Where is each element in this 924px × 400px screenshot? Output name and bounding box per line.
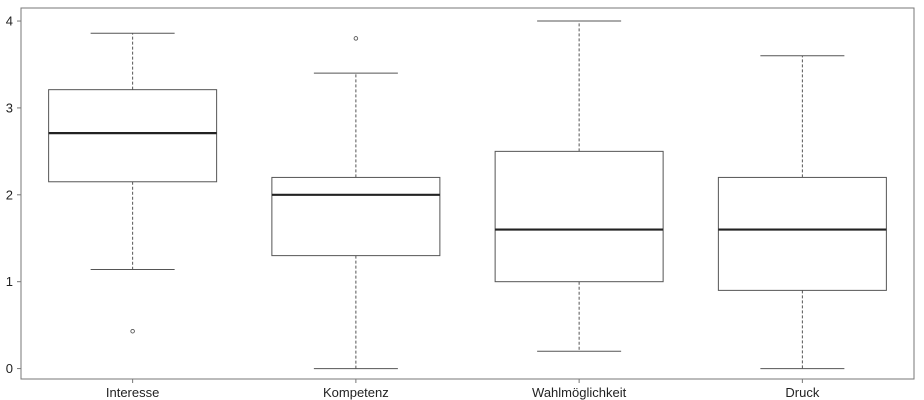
box-4 [717,55,887,370]
iqr-box [271,176,441,257]
x-tick-label: Wahlmöglichkeit [532,385,627,400]
plot-frame [20,7,915,380]
boxes [48,20,887,370]
box-2 [271,36,441,370]
y-tick-label: 1 [6,274,13,289]
y-tick-label: 4 [6,14,13,29]
x-tick-label: Kompetenz [323,385,389,400]
x-axis: Interesse Kompetenz Wahlmöglichkeit Druck [106,379,820,400]
y-axis: 0 1 2 3 4 [6,14,21,376]
iqr-box [717,176,887,291]
iqr-box [494,150,664,283]
y-tick-label: 0 [6,361,13,376]
box-1 [48,32,218,334]
outlier-point [130,328,135,334]
y-tick-label: 2 [6,187,13,202]
x-tick-label: Interesse [106,385,159,400]
outlier-point [353,36,359,41]
iqr-box [48,89,218,183]
y-tick-label: 3 [6,100,13,115]
box-3 [494,20,664,352]
x-tick-label: Druck [785,385,819,400]
